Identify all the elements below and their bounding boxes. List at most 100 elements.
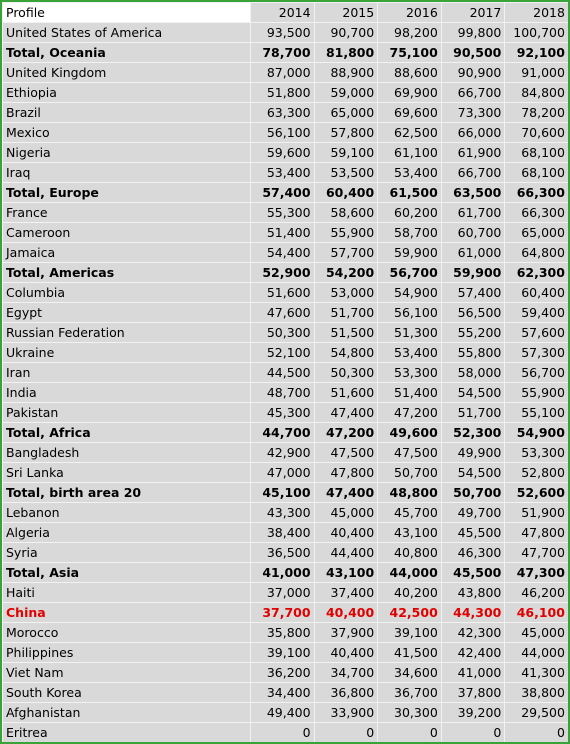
value-cell[interactable]: 47,200: [313, 422, 379, 443]
row-label-cell[interactable]: India: [2, 382, 251, 403]
value-cell[interactable]: 63,300: [250, 102, 315, 123]
value-cell[interactable]: 66,000: [440, 122, 506, 143]
value-cell[interactable]: 45,500: [440, 522, 506, 543]
value-cell[interactable]: 52,300: [440, 422, 506, 443]
row-label-cell[interactable]: United Kingdom: [2, 62, 251, 83]
value-cell[interactable]: 37,400: [313, 582, 379, 603]
value-cell[interactable]: 42,900: [250, 442, 315, 463]
value-cell[interactable]: 57,400: [250, 182, 315, 203]
value-cell[interactable]: 55,900: [313, 222, 379, 243]
value-cell[interactable]: 51,500: [313, 322, 379, 343]
value-cell[interactable]: 98,200: [377, 22, 442, 43]
value-cell[interactable]: 44,700: [250, 422, 315, 443]
value-cell[interactable]: 53,400: [377, 162, 442, 183]
value-cell[interactable]: 58,600: [313, 202, 379, 223]
value-cell[interactable]: 47,500: [377, 442, 442, 463]
value-cell[interactable]: 38,800: [504, 682, 568, 703]
value-cell[interactable]: 42,300: [440, 622, 506, 643]
value-cell[interactable]: 40,400: [313, 602, 379, 623]
value-cell[interactable]: 60,700: [440, 222, 506, 243]
value-cell[interactable]: 69,600: [377, 102, 442, 123]
value-cell[interactable]: 40,400: [313, 522, 379, 543]
value-cell[interactable]: 84,800: [504, 82, 568, 103]
row-label-cell[interactable]: Total, Europe: [2, 182, 251, 203]
row-label-cell[interactable]: Algeria: [2, 522, 251, 543]
value-cell[interactable]: 54,900: [377, 282, 442, 303]
value-cell[interactable]: 41,300: [504, 662, 568, 683]
value-cell[interactable]: 55,800: [440, 342, 506, 363]
row-label-cell[interactable]: France: [2, 202, 251, 223]
value-cell[interactable]: 46,100: [504, 602, 568, 623]
value-cell[interactable]: 0: [440, 722, 506, 742]
value-cell[interactable]: 78,200: [504, 102, 568, 123]
value-cell[interactable]: 60,400: [504, 282, 568, 303]
value-cell[interactable]: 44,500: [250, 362, 315, 383]
value-cell[interactable]: 38,400: [250, 522, 315, 543]
row-label-cell[interactable]: Philippines: [2, 642, 251, 663]
header-cell-2016[interactable]: 2016: [377, 2, 442, 23]
value-cell[interactable]: 57,800: [313, 122, 379, 143]
row-label-cell[interactable]: Total, Americas: [2, 262, 251, 283]
value-cell[interactable]: 51,600: [250, 282, 315, 303]
value-cell[interactable]: 70,600: [504, 122, 568, 143]
value-cell[interactable]: 100,700: [504, 22, 568, 43]
value-cell[interactable]: 47,400: [313, 402, 379, 423]
value-cell[interactable]: 51,900: [504, 502, 568, 523]
row-label-cell[interactable]: United States of America: [2, 22, 251, 43]
value-cell[interactable]: 42,500: [377, 602, 442, 623]
row-label-cell[interactable]: Columbia: [2, 282, 251, 303]
value-cell[interactable]: 37,900: [313, 622, 379, 643]
value-cell[interactable]: 90,500: [440, 42, 506, 63]
value-cell[interactable]: 88,900: [313, 62, 379, 83]
value-cell[interactable]: 53,400: [377, 342, 442, 363]
value-cell[interactable]: 41,000: [440, 662, 506, 683]
row-label-cell[interactable]: Viet Nam: [2, 662, 251, 683]
value-cell[interactable]: 75,100: [377, 42, 442, 63]
row-label-cell[interactable]: Lebanon: [2, 502, 251, 523]
value-cell[interactable]: 48,800: [377, 482, 442, 503]
value-cell[interactable]: 30,300: [377, 702, 442, 723]
value-cell[interactable]: 65,000: [504, 222, 568, 243]
value-cell[interactable]: 51,700: [313, 302, 379, 323]
value-cell[interactable]: 47,500: [313, 442, 379, 463]
row-label-cell[interactable]: South Korea: [2, 682, 251, 703]
value-cell[interactable]: 49,700: [440, 502, 506, 523]
value-cell[interactable]: 91,000: [504, 62, 568, 83]
row-label-cell[interactable]: China: [2, 602, 251, 623]
value-cell[interactable]: 53,300: [377, 362, 442, 383]
value-cell[interactable]: 51,400: [250, 222, 315, 243]
value-cell[interactable]: 55,200: [440, 322, 506, 343]
row-label-cell[interactable]: Sri Lanka: [2, 462, 251, 483]
value-cell[interactable]: 34,400: [250, 682, 315, 703]
value-cell[interactable]: 47,000: [250, 462, 315, 483]
value-cell[interactable]: 43,300: [250, 502, 315, 523]
value-cell[interactable]: 88,600: [377, 62, 442, 83]
value-cell[interactable]: 87,000: [250, 62, 315, 83]
value-cell[interactable]: 29,500: [504, 702, 568, 723]
value-cell[interactable]: 56,700: [377, 262, 442, 283]
value-cell[interactable]: 57,400: [440, 282, 506, 303]
value-cell[interactable]: 0: [250, 722, 315, 742]
value-cell[interactable]: 45,300: [250, 402, 315, 423]
value-cell[interactable]: 69,900: [377, 82, 442, 103]
value-cell[interactable]: 37,000: [250, 582, 315, 603]
value-cell[interactable]: 60,200: [377, 202, 442, 223]
value-cell[interactable]: 90,700: [313, 22, 379, 43]
header-cell-2015[interactable]: 2015: [313, 2, 379, 23]
value-cell[interactable]: 56,100: [377, 302, 442, 323]
value-cell[interactable]: 66,300: [504, 182, 568, 203]
value-cell[interactable]: 57,700: [313, 242, 379, 263]
value-cell[interactable]: 90,900: [440, 62, 506, 83]
row-label-cell[interactable]: Egypt: [2, 302, 251, 323]
value-cell[interactable]: 68,100: [504, 142, 568, 163]
value-cell[interactable]: 62,500: [377, 122, 442, 143]
value-cell[interactable]: 56,500: [440, 302, 506, 323]
value-cell[interactable]: 41,500: [377, 642, 442, 663]
value-cell[interactable]: 43,100: [313, 562, 379, 583]
value-cell[interactable]: 53,400: [250, 162, 315, 183]
value-cell[interactable]: 45,000: [313, 502, 379, 523]
value-cell[interactable]: 40,800: [377, 542, 442, 563]
value-cell[interactable]: 50,300: [313, 362, 379, 383]
value-cell[interactable]: 51,400: [377, 382, 442, 403]
value-cell[interactable]: 0: [377, 722, 442, 742]
